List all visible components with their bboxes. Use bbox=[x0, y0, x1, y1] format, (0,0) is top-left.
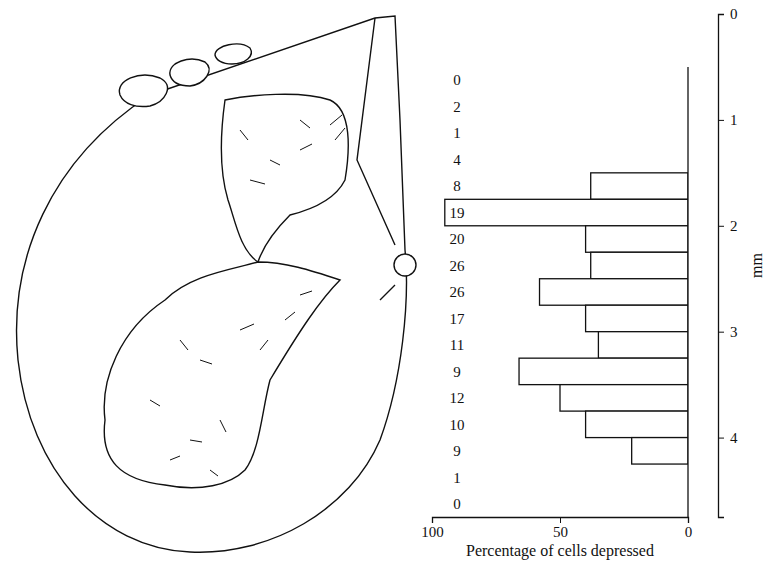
cord-detail bbox=[240, 130, 248, 140]
bar bbox=[445, 199, 688, 225]
x-tick-label: 50 bbox=[553, 524, 568, 540]
y-tick-mark bbox=[718, 438, 724, 439]
dorsal-root bbox=[119, 44, 251, 106]
cord-detail bbox=[180, 340, 188, 350]
cord-detail bbox=[220, 420, 226, 432]
y-tick-label: 4 bbox=[730, 430, 738, 446]
cord-detail bbox=[200, 360, 212, 364]
ventral-horn bbox=[104, 262, 340, 488]
y-tick: 2 bbox=[718, 218, 738, 234]
y-axis: 0 1 2 3 4 bbox=[718, 6, 738, 517]
count-label: 8 bbox=[453, 178, 461, 194]
cord-detail bbox=[170, 456, 180, 460]
count-label: 17 bbox=[450, 311, 466, 327]
y-axis-title: mm bbox=[748, 253, 765, 278]
bar bbox=[632, 438, 688, 464]
midline bbox=[357, 18, 395, 300]
y-tick: 0 bbox=[718, 6, 738, 22]
cord-detail bbox=[330, 115, 342, 125]
count-label: 20 bbox=[450, 231, 465, 247]
x-tick: 100 bbox=[421, 517, 444, 540]
count-label: 4 bbox=[453, 152, 461, 168]
count-label: 1 bbox=[453, 125, 461, 141]
count-label: 19 bbox=[450, 205, 465, 221]
cord-detail bbox=[300, 120, 310, 128]
bar bbox=[586, 226, 688, 252]
bar bbox=[598, 332, 688, 358]
y-tick-label: 2 bbox=[730, 218, 738, 234]
count-labels: 0214819202626171191210910 bbox=[450, 72, 466, 512]
baseline bbox=[687, 67, 688, 517]
count-label: 0 bbox=[453, 496, 461, 512]
dorsal-horn bbox=[221, 94, 348, 262]
figure: 0214819202626171191210910100500Percentag… bbox=[0, 0, 773, 564]
x-tick-mark bbox=[688, 517, 689, 523]
count-label: 9 bbox=[453, 443, 461, 459]
x-tick-label: 100 bbox=[421, 524, 444, 540]
central-canal bbox=[394, 254, 416, 276]
bars bbox=[445, 173, 688, 464]
cord-detail bbox=[300, 291, 312, 295]
cord-detail bbox=[210, 470, 218, 476]
y-tick-mark bbox=[718, 226, 724, 227]
y-tick: 3 bbox=[718, 324, 738, 340]
y-axis-line bbox=[719, 15, 725, 518]
count-label: 1 bbox=[453, 470, 461, 486]
x-tick: 50 bbox=[553, 517, 568, 540]
count-label: 0 bbox=[453, 72, 461, 88]
bar bbox=[540, 279, 688, 305]
y-tick: 4 bbox=[718, 430, 738, 446]
x-axis-title: Percentage of cells depressed bbox=[466, 542, 654, 560]
cord-detail bbox=[260, 340, 268, 350]
cord-outline bbox=[17, 16, 407, 552]
cord-detail bbox=[285, 312, 295, 320]
count-label: 12 bbox=[450, 390, 465, 406]
cord-detail bbox=[240, 324, 254, 330]
count-label: 11 bbox=[450, 337, 464, 353]
cord-detail bbox=[250, 180, 265, 184]
x-axis-line bbox=[433, 518, 689, 524]
bar bbox=[586, 305, 688, 331]
x-tick-mark bbox=[560, 517, 561, 523]
count-label: 10 bbox=[450, 417, 465, 433]
y-tick-mark bbox=[718, 120, 724, 121]
bar bbox=[560, 385, 688, 411]
cord-detail bbox=[190, 440, 202, 442]
count-label: 26 bbox=[450, 258, 466, 274]
x-tick: 0 bbox=[685, 517, 693, 540]
y-tick-mark bbox=[718, 14, 724, 15]
x-tick-label: 0 bbox=[685, 524, 693, 540]
x-axis: 100 50 0 bbox=[421, 517, 692, 540]
bar bbox=[591, 252, 688, 278]
bar bbox=[591, 173, 688, 199]
y-tick-label: 3 bbox=[730, 324, 738, 340]
x-tick-mark bbox=[432, 517, 433, 523]
cord-detail bbox=[300, 144, 312, 150]
y-tick-mark bbox=[718, 332, 724, 333]
bar bbox=[586, 411, 688, 437]
count-label: 2 bbox=[453, 99, 461, 115]
y-tick: 1 bbox=[718, 112, 738, 128]
cord-detail bbox=[270, 160, 280, 165]
cord-section bbox=[17, 16, 416, 552]
cord-detail bbox=[335, 128, 345, 140]
count-label: 9 bbox=[453, 364, 461, 380]
cord-detail bbox=[150, 400, 160, 406]
y-tick-label: 1 bbox=[730, 112, 738, 128]
bar bbox=[519, 358, 688, 384]
count-label: 26 bbox=[450, 284, 466, 300]
y-tick-label: 0 bbox=[730, 6, 738, 22]
